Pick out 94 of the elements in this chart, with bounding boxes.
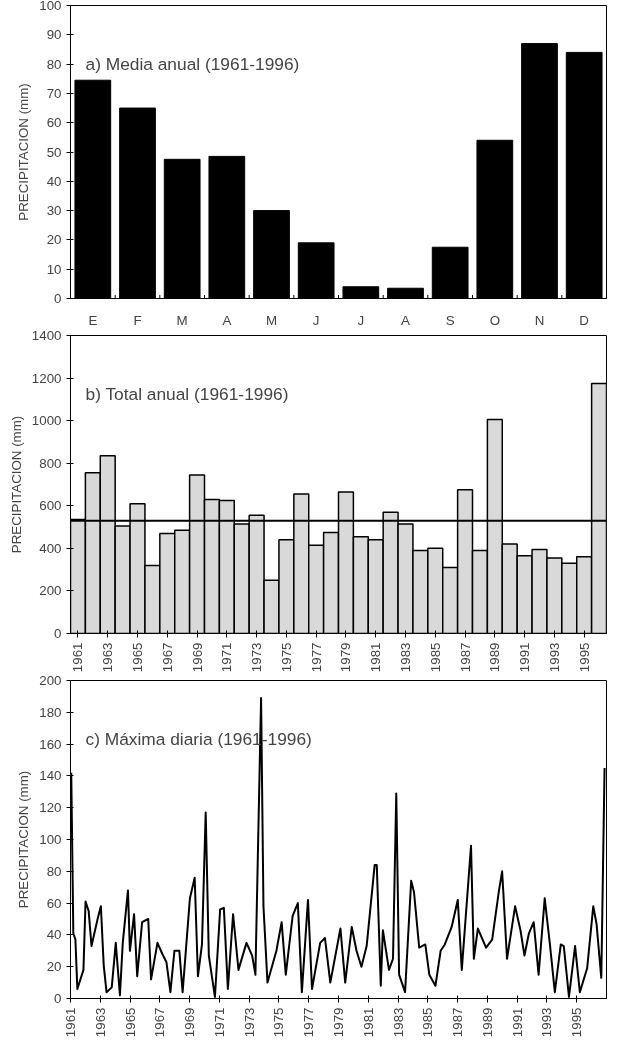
x-tick-label: 1967 <box>152 1007 168 1038</box>
x-tick-label: 1961 <box>70 642 86 673</box>
x-tick-label: 1981 <box>368 642 384 673</box>
x-tick-label: 1995 <box>569 1007 585 1038</box>
y-tick-label: 40 <box>46 927 62 943</box>
bar <box>342 286 380 299</box>
x-tick-label: 1975 <box>278 642 294 673</box>
bar <box>163 158 201 299</box>
x-tick-label: 1993 <box>539 1007 555 1038</box>
x-tick-label: 1985 <box>420 1007 436 1038</box>
y-tick-label: 100 <box>39 832 62 847</box>
y-tick-label: 20 <box>46 232 62 248</box>
x-tick-label: S <box>445 312 455 328</box>
y-tick-label: 0 <box>54 991 62 1006</box>
x-tick-label: D <box>579 312 589 328</box>
x-tick-label: E <box>88 312 98 328</box>
bar <box>431 246 469 299</box>
y-tick-label: 800 <box>39 455 62 471</box>
bar <box>253 210 290 299</box>
x-tick-label: 1971 <box>211 1007 227 1038</box>
y-tick-label: 120 <box>39 800 62 816</box>
x-tick-label: 1969 <box>182 1007 198 1038</box>
x-tick-label: 1975 <box>271 1007 287 1038</box>
y-axis-title: PRECIPITACION (mm) <box>16 770 32 909</box>
y-tick-label: 70 <box>46 85 62 101</box>
x-tick-label: 1961 <box>63 1007 78 1038</box>
y-tick-label: 1400 <box>31 328 62 343</box>
x-tick-label: 1963 <box>100 642 116 673</box>
x-tick-label: 1971 <box>219 642 235 673</box>
y-tick-label: 80 <box>46 56 62 72</box>
x-tick-label: 1979 <box>331 1007 346 1038</box>
x-tick-label: 1991 <box>517 642 533 673</box>
bar <box>387 287 424 299</box>
y-tick-label: 100 <box>39 0 62 13</box>
y-tick-label: 0 <box>54 626 62 641</box>
x-tick-label: A <box>222 312 232 328</box>
y-tick-label: 140 <box>39 768 62 784</box>
x-tick-label: F <box>133 312 142 328</box>
x-tick-label: 1979 <box>338 642 354 673</box>
x-tick-label: 1969 <box>189 642 205 673</box>
x-tick-label: 1995 <box>576 642 592 673</box>
bar <box>565 51 603 299</box>
y-tick-label: 90 <box>46 27 62 43</box>
x-tick-label: 1987 <box>457 642 473 673</box>
y-tick-label: 200 <box>39 673 62 688</box>
x-tick-label: O <box>489 312 501 328</box>
x-tick-label: N <box>534 312 545 328</box>
bar <box>208 155 246 299</box>
y-axis-title: PRECIPITACION (mm) <box>16 83 32 221</box>
y-axis-title: PRECIPITACION (mm) <box>8 415 24 554</box>
x-tick-label: 1977 <box>308 642 324 673</box>
y-tick-label: 160 <box>39 736 62 752</box>
x-tick-label: 1973 <box>249 642 265 673</box>
y-tick-label: 200 <box>39 583 62 599</box>
y-tick-label: 20 <box>46 959 62 975</box>
bar <box>521 43 558 299</box>
x-tick-label: M <box>176 312 188 328</box>
x-tick-label: 1963 <box>92 1007 108 1038</box>
y-tick-label: 400 <box>39 540 62 556</box>
y-tick-label: 600 <box>39 498 62 514</box>
x-tick-label: 1981 <box>360 1007 376 1038</box>
x-tick-label: 1967 <box>159 642 175 673</box>
x-tick-label: J <box>312 312 320 328</box>
y-tick-label: 180 <box>39 704 62 720</box>
x-tick-label: 1973 <box>241 1007 257 1038</box>
x-tick-label: 1989 <box>487 642 503 673</box>
x-tick-label: 1991 <box>509 1007 525 1038</box>
x-tick-label: 1989 <box>479 1007 495 1038</box>
x-tick-label: A <box>401 312 411 328</box>
x-tick-label: 1985 <box>427 642 443 673</box>
y-tick-label: 50 <box>46 144 62 160</box>
x-tick-label: J <box>357 312 365 328</box>
x-tick-label: 1983 <box>398 642 413 673</box>
y-tick-label: 40 <box>46 173 62 189</box>
y-tick-label: 1000 <box>31 413 62 429</box>
y-tick-label: 0 <box>54 291 62 306</box>
x-tick-label: 1977 <box>301 1007 317 1038</box>
text: a) Media anual (1961-1996) <box>85 53 300 74</box>
y-tick-label: 80 <box>46 863 62 879</box>
y-tick-label: 60 <box>46 895 62 911</box>
bar <box>476 139 514 299</box>
bar <box>119 107 156 299</box>
text: b) Total anual (1961-1996) <box>85 383 289 404</box>
x-tick-label: M <box>265 312 278 328</box>
y-tick-label: 1200 <box>31 370 62 386</box>
x-tick-label: 1965 <box>122 1007 138 1038</box>
y-tick-label: 10 <box>46 261 62 277</box>
x-tick-label: 1983 <box>390 1007 406 1038</box>
bar <box>297 242 335 299</box>
x-tick-label: 1993 <box>546 642 562 673</box>
y-tick-label: 30 <box>46 203 62 219</box>
x-tick-label: 1987 <box>450 1007 466 1038</box>
x-tick-label: 1965 <box>130 642 145 673</box>
y-tick-label: 60 <box>46 115 62 131</box>
